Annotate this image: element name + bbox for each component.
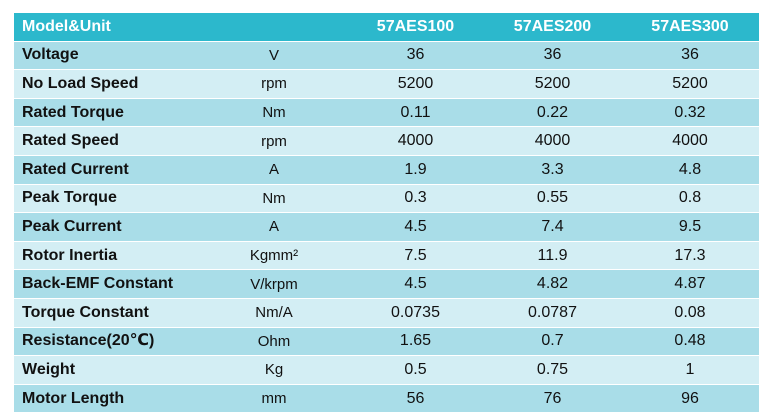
param-label: Peak Torque <box>14 184 201 214</box>
param-label: Rated Speed <box>14 126 201 156</box>
unit-cell: Kgmm² <box>201 241 347 271</box>
value-cell: 0.55 <box>484 184 621 214</box>
unit-cell: Kg <box>201 355 347 385</box>
value-cell: 4000 <box>621 126 759 156</box>
value-cell: 4.5 <box>347 212 484 242</box>
header-model-2: 57AES200 <box>484 13 621 42</box>
value-cell: 1.9 <box>347 155 484 185</box>
table-row: Peak Current A 4.5 7.4 9.5 <box>14 212 759 242</box>
value-cell: 36 <box>621 41 759 71</box>
table-row: Torque Constant Nm/A 0.0735 0.0787 0.08 <box>14 298 759 328</box>
value-cell: 4000 <box>484 126 621 156</box>
table-row: Rated Current A 1.9 3.3 4.8 <box>14 155 759 185</box>
table-row: No Load Speed rpm 5200 5200 5200 <box>14 69 759 99</box>
param-label: Back-EMF Constant <box>14 269 201 299</box>
param-label: Rated Current <box>14 155 201 185</box>
param-label: Resistance(20℃) <box>14 327 201 357</box>
value-cell: 0.0787 <box>484 298 621 328</box>
unit-cell: A <box>201 155 347 185</box>
param-label: Voltage <box>14 41 201 71</box>
value-cell: 76 <box>484 384 621 413</box>
unit-cell: V/krpm <box>201 269 347 299</box>
motor-spec-table: Model&Unit 57AES100 57AES200 57AES300 Vo… <box>14 13 759 413</box>
header-model-1: 57AES100 <box>347 13 484 42</box>
table-row: Back-EMF Constant V/krpm 4.5 4.82 4.87 <box>14 269 759 299</box>
table-row: Rated Torque Nm 0.11 0.22 0.32 <box>14 98 759 128</box>
value-cell: 96 <box>621 384 759 413</box>
value-cell: 17.3 <box>621 241 759 271</box>
header-unit <box>201 13 347 42</box>
value-cell: 0.08 <box>621 298 759 328</box>
table-row: Peak Torque Nm 0.3 0.55 0.8 <box>14 184 759 214</box>
value-cell: 4000 <box>347 126 484 156</box>
unit-cell: V <box>201 41 347 71</box>
value-cell: 0.7 <box>484 327 621 357</box>
table-row: Motor Length mm 56 76 96 <box>14 384 759 413</box>
value-cell: 4.87 <box>621 269 759 299</box>
param-label: Rotor Inertia <box>14 241 201 271</box>
header-model-3: 57AES300 <box>621 13 759 42</box>
value-cell: 1 <box>621 355 759 385</box>
unit-cell: Ohm <box>201 327 347 357</box>
value-cell: 0.75 <box>484 355 621 385</box>
table-row: Rotor Inertia Kgmm² 7.5 11.9 17.3 <box>14 241 759 271</box>
unit-cell: Nm/A <box>201 298 347 328</box>
value-cell: 0.5 <box>347 355 484 385</box>
value-cell: 0.32 <box>621 98 759 128</box>
value-cell: 11.9 <box>484 241 621 271</box>
value-cell: 4.8 <box>621 155 759 185</box>
value-cell: 0.11 <box>347 98 484 128</box>
param-label: Torque Constant <box>14 298 201 328</box>
table-row: Resistance(20℃) Ohm 1.65 0.7 0.48 <box>14 327 759 357</box>
value-cell: 36 <box>347 41 484 71</box>
value-cell: 7.4 <box>484 212 621 242</box>
value-cell: 56 <box>347 384 484 413</box>
value-cell: 7.5 <box>347 241 484 271</box>
table-header-row: Model&Unit 57AES100 57AES200 57AES300 <box>14 13 759 42</box>
unit-cell: Nm <box>201 98 347 128</box>
value-cell: 5200 <box>484 69 621 99</box>
value-cell: 36 <box>484 41 621 71</box>
param-label: Motor Length <box>14 384 201 413</box>
param-label: No Load Speed <box>14 69 201 99</box>
unit-cell: rpm <box>201 69 347 99</box>
value-cell: 4.82 <box>484 269 621 299</box>
value-cell: 3.3 <box>484 155 621 185</box>
unit-cell: Nm <box>201 184 347 214</box>
value-cell: 4.5 <box>347 269 484 299</box>
value-cell: 0.0735 <box>347 298 484 328</box>
value-cell: 5200 <box>347 69 484 99</box>
value-cell: 5200 <box>621 69 759 99</box>
value-cell: 0.3 <box>347 184 484 214</box>
table-row: Rated Speed rpm 4000 4000 4000 <box>14 126 759 156</box>
unit-cell: rpm <box>201 126 347 156</box>
table-row: Voltage V 36 36 36 <box>14 41 759 71</box>
value-cell: 1.65 <box>347 327 484 357</box>
param-label: Rated Torque <box>14 98 201 128</box>
unit-cell: mm <box>201 384 347 413</box>
param-label: Weight <box>14 355 201 385</box>
table-row: Weight Kg 0.5 0.75 1 <box>14 355 759 385</box>
unit-cell: A <box>201 212 347 242</box>
param-label: Peak Current <box>14 212 201 242</box>
header-param: Model&Unit <box>14 13 201 42</box>
value-cell: 0.48 <box>621 327 759 357</box>
value-cell: 0.8 <box>621 184 759 214</box>
value-cell: 9.5 <box>621 212 759 242</box>
value-cell: 0.22 <box>484 98 621 128</box>
